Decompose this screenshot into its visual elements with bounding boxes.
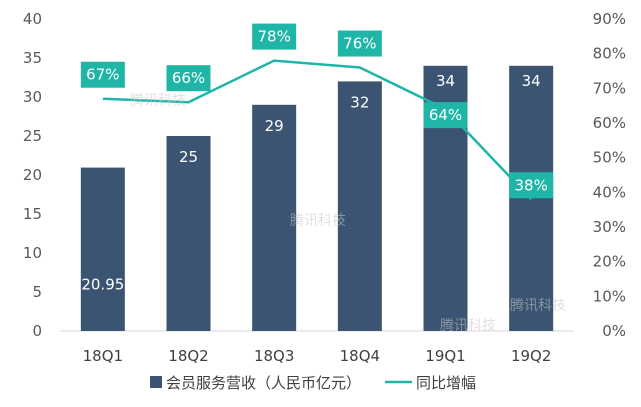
left-tick-label: 35 [23, 49, 42, 67]
bar-data-label: 25 [179, 148, 198, 166]
left-tick-label: 5 [32, 283, 42, 301]
line-data-label: 38% [514, 176, 547, 194]
line-data-label: 64% [429, 106, 462, 124]
line-label-box [423, 102, 468, 129]
left-tick-label: 25 [23, 127, 42, 145]
left-tick-label: 30 [23, 88, 42, 106]
line-data-label: 66% [172, 69, 205, 87]
right-tick-label: 30% [593, 218, 626, 236]
bar [252, 104, 297, 331]
right-axis-ticks: 0% 10% 20% 30% 40% 50% 60% 70% 80% 90% [593, 10, 626, 340]
legend-swatch-bar [150, 376, 162, 388]
watermark-text: 腾讯科技 [510, 297, 566, 314]
watermark-text: 腾讯科技 [290, 212, 346, 229]
bar-data-label: 32 [350, 93, 369, 111]
bar-data-label: 34 [436, 72, 455, 90]
category-label: 18Q4 [340, 347, 380, 365]
line-label-box [337, 30, 382, 57]
bar-data-label: 34 [522, 72, 541, 90]
right-tick-label: 60% [593, 114, 626, 132]
category-label: 19Q2 [511, 347, 551, 365]
category-labels: 18Q1 18Q2 18Q3 18Q4 19Q1 19Q2 [83, 347, 552, 365]
right-tick-label: 10% [593, 287, 626, 305]
right-tick-label: 50% [593, 149, 626, 167]
category-label: 18Q1 [83, 347, 123, 365]
line-data-label: 76% [343, 35, 376, 53]
bar-data-label: 29 [265, 117, 284, 135]
right-tick-label: 80% [593, 45, 626, 63]
left-tick-label: 40 [23, 10, 42, 28]
line-data-label: 67% [86, 66, 119, 84]
category-label: 18Q2 [168, 347, 208, 365]
category-label: 18Q3 [254, 347, 294, 365]
legend-label-line: 同比增幅 [416, 374, 476, 392]
bar [337, 81, 382, 332]
line-label-box [252, 23, 297, 50]
left-tick-label: 0 [32, 322, 42, 340]
right-tick-label: 70% [593, 79, 626, 97]
category-label: 19Q1 [425, 347, 465, 365]
left-tick-label: 20 [23, 166, 42, 184]
right-tick-label: 20% [593, 253, 626, 271]
bar [80, 167, 125, 331]
right-tick-label: 90% [593, 10, 626, 28]
legend: 会员服务营收（人民币亿元） 同比增幅 [150, 374, 476, 392]
watermark-text: 腾讯科技 [130, 92, 186, 109]
right-tick-label: 0% [602, 322, 626, 340]
right-tick-label: 40% [593, 183, 626, 201]
line-label-box [166, 65, 211, 92]
left-axis-ticks: 0 5 10 15 20 25 30 35 40 [23, 10, 42, 340]
watermark-text: 腾讯科技 [440, 317, 496, 334]
line-series: 67% 66% 78% 76% 64% 38% [80, 23, 554, 201]
line-label-box [509, 172, 554, 199]
left-tick-label: 10 [23, 244, 42, 262]
left-tick-label: 15 [23, 205, 42, 223]
line-label-box [80, 61, 125, 88]
legend-label-bar: 会员服务营收（人民币亿元） [166, 374, 361, 392]
bar-data-label: 20.95 [81, 275, 124, 293]
bar [166, 136, 211, 331]
line-data-label: 78% [257, 28, 290, 46]
